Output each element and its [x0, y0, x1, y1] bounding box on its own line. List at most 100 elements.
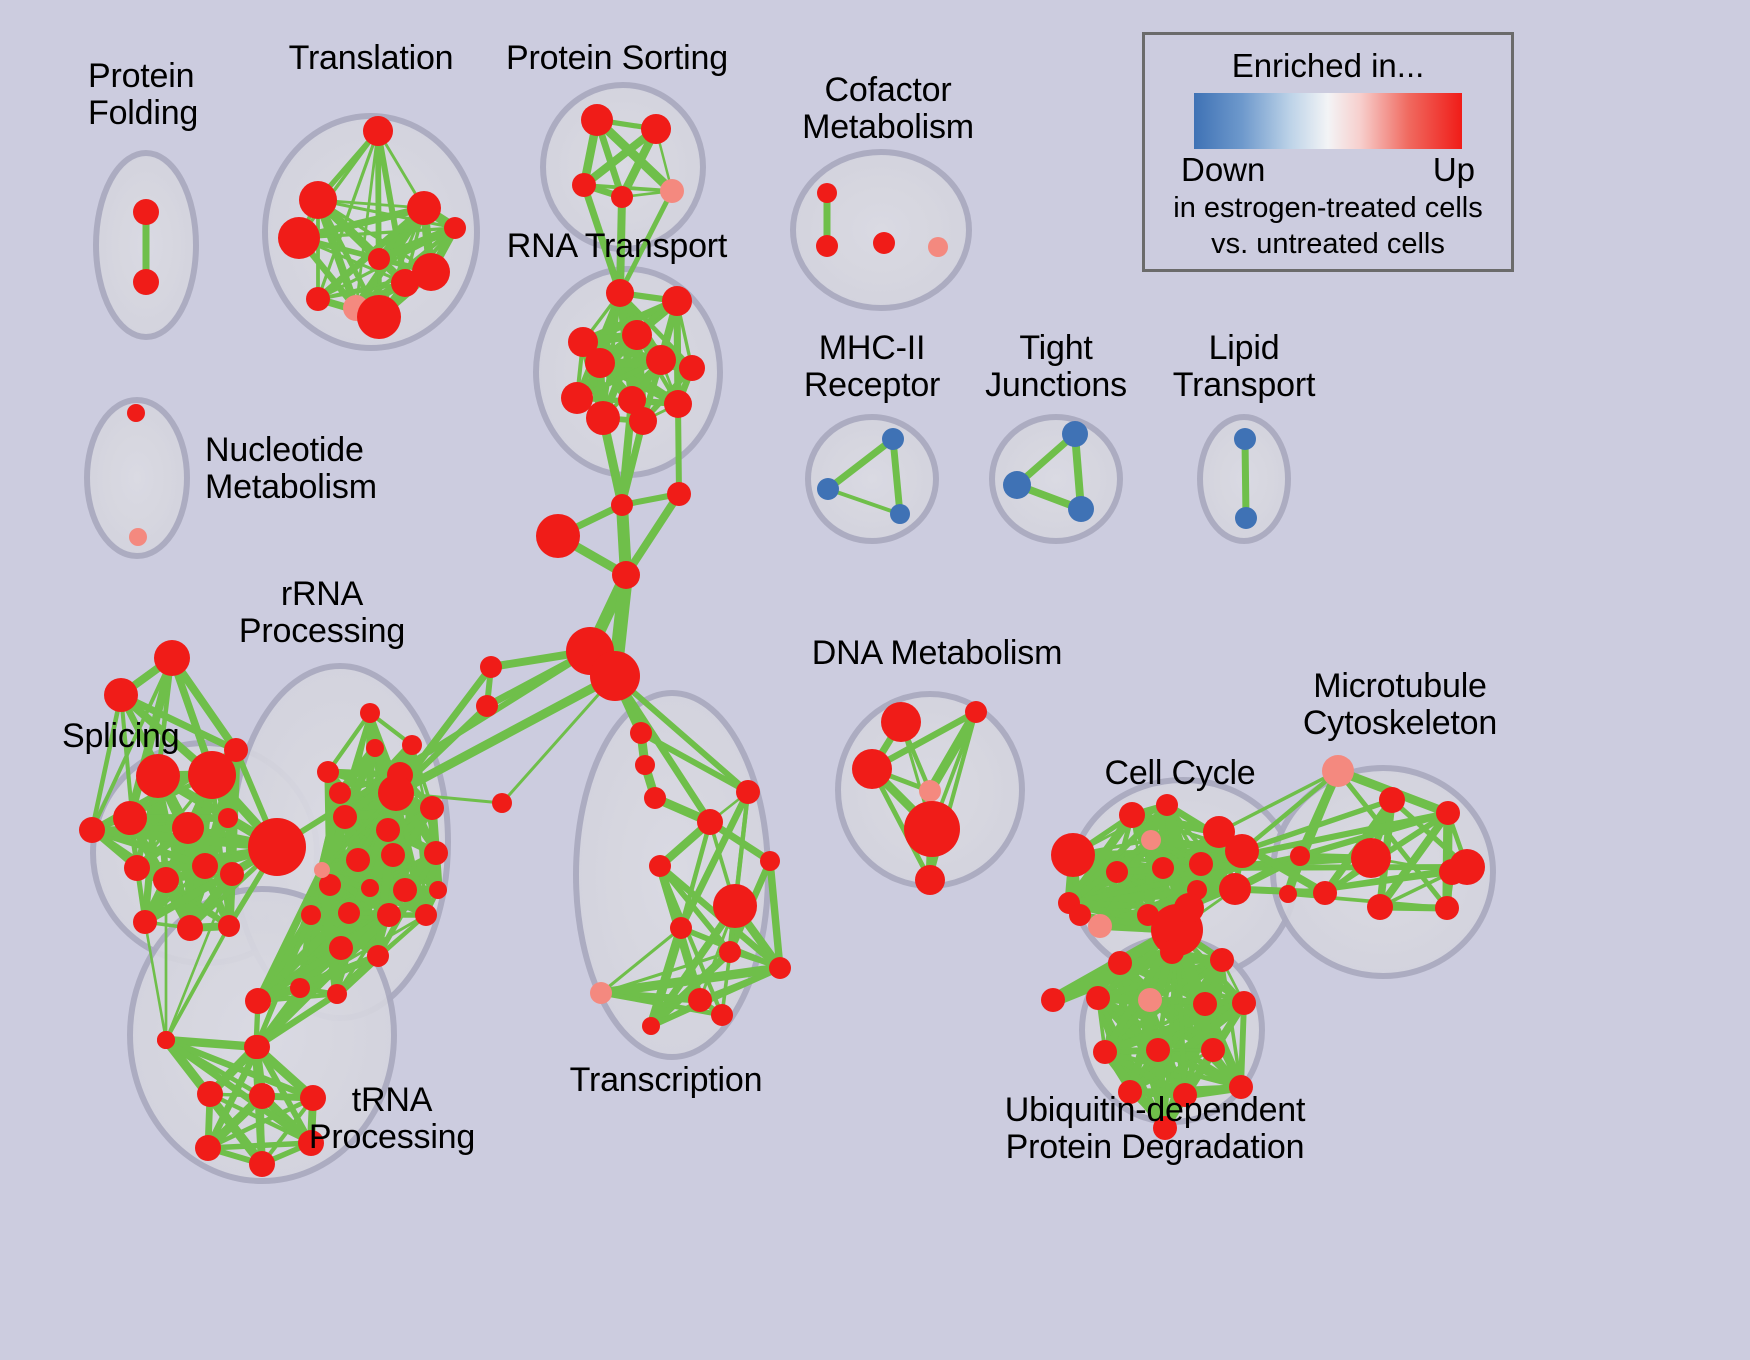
network-node[interactable]: [301, 905, 321, 925]
network-node[interactable]: [611, 186, 633, 208]
network-node[interactable]: [113, 801, 147, 835]
network-node[interactable]: [1152, 857, 1174, 879]
network-node[interactable]: [646, 345, 676, 375]
network-node[interactable]: [153, 867, 179, 893]
network-node[interactable]: [248, 818, 306, 876]
network-node[interactable]: [760, 851, 780, 871]
network-node[interactable]: [736, 780, 760, 804]
network-node[interactable]: [361, 879, 379, 897]
network-node[interactable]: [915, 865, 945, 895]
network-node[interactable]: [220, 862, 244, 886]
network-node[interactable]: [1069, 904, 1091, 926]
network-node[interactable]: [407, 191, 441, 225]
network-node[interactable]: [852, 749, 892, 789]
network-node[interactable]: [360, 703, 380, 723]
network-node[interactable]: [245, 988, 271, 1014]
network-node[interactable]: [660, 179, 684, 203]
network-node[interactable]: [329, 936, 353, 960]
network-node[interactable]: [378, 775, 414, 811]
network-node[interactable]: [278, 217, 320, 259]
network-node[interactable]: [1435, 896, 1459, 920]
network-node[interactable]: [581, 104, 613, 136]
network-node[interactable]: [366, 739, 384, 757]
network-node[interactable]: [329, 782, 351, 804]
network-node[interactable]: [1290, 846, 1310, 866]
network-node[interactable]: [429, 881, 447, 899]
network-node[interactable]: [611, 494, 633, 516]
network-node[interactable]: [299, 181, 337, 219]
network-node[interactable]: [1232, 991, 1256, 1015]
network-node[interactable]: [642, 1017, 660, 1035]
network-node[interactable]: [298, 1130, 324, 1156]
network-node[interactable]: [590, 651, 640, 701]
network-node[interactable]: [568, 327, 598, 357]
network-node[interactable]: [172, 812, 204, 844]
network-node[interactable]: [314, 862, 330, 878]
network-node[interactable]: [381, 843, 405, 867]
network-node[interactable]: [817, 183, 837, 203]
network-node[interactable]: [249, 1083, 275, 1109]
network-node[interactable]: [346, 848, 370, 872]
network-node[interactable]: [664, 390, 692, 418]
network-node[interactable]: [586, 401, 620, 435]
network-node[interactable]: [476, 695, 498, 717]
network-node[interactable]: [1088, 914, 1112, 938]
network-node[interactable]: [1189, 852, 1213, 876]
network-node[interactable]: [319, 874, 341, 896]
network-node[interactable]: [333, 805, 357, 829]
network-node[interactable]: [1068, 496, 1094, 522]
network-node[interactable]: [667, 482, 691, 506]
network-node[interactable]: [713, 884, 757, 928]
network-node[interactable]: [1156, 794, 1178, 816]
network-node[interactable]: [412, 253, 450, 291]
network-node[interactable]: [629, 407, 657, 435]
network-node[interactable]: [327, 984, 347, 1004]
network-node[interactable]: [769, 957, 791, 979]
network-node[interactable]: [622, 320, 652, 350]
network-node[interactable]: [1118, 1080, 1142, 1104]
network-node[interactable]: [1219, 873, 1251, 905]
network-node[interactable]: [127, 404, 145, 422]
network-node[interactable]: [630, 722, 652, 744]
network-node[interactable]: [1108, 951, 1132, 975]
network-node[interactable]: [904, 801, 960, 857]
network-node[interactable]: [1119, 802, 1145, 828]
network-node[interactable]: [377, 903, 401, 927]
network-node[interactable]: [420, 796, 444, 820]
network-node[interactable]: [368, 248, 390, 270]
network-node[interactable]: [306, 287, 330, 311]
network-node[interactable]: [444, 217, 466, 239]
network-node[interactable]: [218, 808, 238, 828]
network-node[interactable]: [679, 355, 705, 381]
network-node[interactable]: [697, 809, 723, 835]
network-node[interactable]: [1041, 988, 1065, 1012]
network-node[interactable]: [890, 504, 910, 524]
network-node[interactable]: [1003, 471, 1031, 499]
network-node[interactable]: [1051, 833, 1095, 877]
network-node[interactable]: [195, 1135, 221, 1161]
network-node[interactable]: [492, 793, 512, 813]
network-node[interactable]: [711, 1004, 733, 1026]
network-node[interactable]: [536, 514, 580, 558]
network-node[interactable]: [1235, 507, 1257, 529]
network-node[interactable]: [357, 295, 401, 339]
network-node[interactable]: [363, 116, 393, 146]
network-node[interactable]: [415, 904, 437, 926]
network-node[interactable]: [1193, 992, 1217, 1016]
network-node[interactable]: [662, 286, 692, 316]
network-node[interactable]: [367, 945, 389, 967]
network-node[interactable]: [641, 114, 671, 144]
network-node[interactable]: [1313, 881, 1337, 905]
network-node[interactable]: [188, 751, 236, 799]
network-node[interactable]: [224, 738, 248, 762]
network-node[interactable]: [1367, 894, 1393, 920]
network-node[interactable]: [1225, 834, 1259, 868]
network-node[interactable]: [649, 855, 671, 877]
network-node[interactable]: [79, 817, 105, 843]
network-node[interactable]: [246, 1035, 270, 1059]
network-node[interactable]: [133, 910, 157, 934]
network-node[interactable]: [133, 269, 159, 295]
network-node[interactable]: [157, 1031, 175, 1049]
network-node[interactable]: [104, 678, 138, 712]
network-node[interactable]: [1160, 940, 1184, 964]
